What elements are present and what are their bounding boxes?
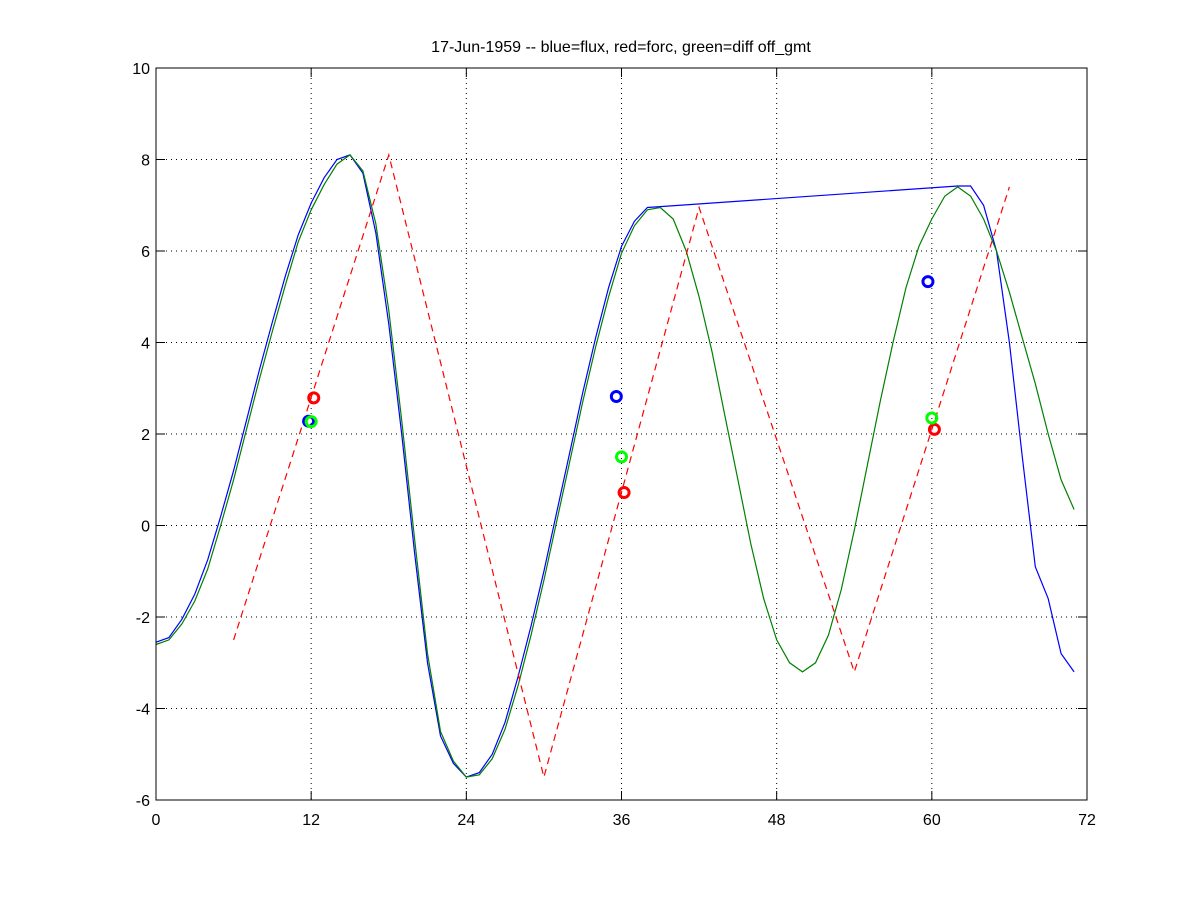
x-tick-label: 12 [302,812,320,829]
y-tick-label: 2 [141,427,150,444]
y-tick-label: -2 [136,610,150,627]
y-tick-label: 6 [141,244,150,261]
y-tick-label: -6 [136,793,150,810]
series-line-forc [233,152,1010,780]
x-tick-label: 48 [768,812,786,829]
x-tick-label: 24 [457,812,475,829]
marker-diff [615,450,628,464]
y-tick-label: -4 [136,702,150,719]
marker-forc [617,486,631,500]
x-tick-label: 72 [1078,812,1096,829]
marker-forc [927,422,941,436]
marker-forc [307,391,321,405]
grid [156,68,1087,800]
axes-box [155,67,1088,801]
y-tick-label: 0 [141,519,150,536]
x-tick-label: 60 [923,812,941,829]
y-tick-label: 4 [141,336,150,353]
marker-diff [304,415,318,429]
marker-flux [921,275,935,289]
series-line-diff [155,154,1075,778]
y-tick-label: 8 [141,153,150,170]
x-tick-label: 0 [152,812,161,829]
series-line-flux [155,154,1075,778]
marker-diff [925,411,939,425]
y-tick-label: 10 [132,61,150,78]
x-tick-label: 36 [613,812,631,829]
chart-title: 17-Jun-1959 -- blue=flux, red=forc, gree… [431,39,811,56]
markers-group [302,275,941,500]
marker-flux [609,389,623,403]
series-group [155,152,1075,780]
